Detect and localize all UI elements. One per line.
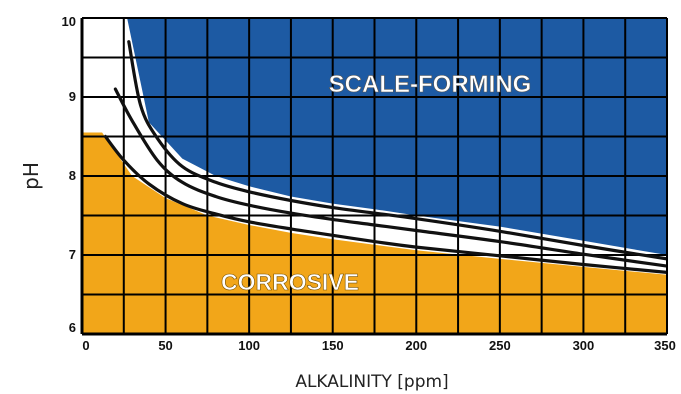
curve-line-1 xyxy=(127,40,667,261)
x-tick-label: 150 xyxy=(322,338,344,353)
x-tick-label: 200 xyxy=(405,338,427,353)
y-tick-label: 7 xyxy=(69,247,76,262)
x-tick-label: 250 xyxy=(489,338,511,353)
curve-line-2 xyxy=(113,87,667,268)
region-label-corrosive: CORROSIVE xyxy=(221,269,359,295)
y-axis-label: pH xyxy=(19,162,43,190)
x-axis-label: ALKALINITY [ppm] xyxy=(295,372,448,392)
x-tick-label: 0 xyxy=(82,338,89,353)
y-tick-label: 6 xyxy=(69,320,76,335)
region-corrosive xyxy=(82,132,667,334)
curve-line-3 xyxy=(103,134,667,274)
y-tick-label: 8 xyxy=(69,168,76,183)
x-tick-label: 100 xyxy=(238,338,260,353)
x-tick-label: 300 xyxy=(573,338,595,353)
region-label-scale-forming: SCALE-FORMING xyxy=(329,71,532,98)
x-tick-label: 350 xyxy=(654,338,676,353)
y-tick-label: 9 xyxy=(69,89,76,104)
x-tick-label: 50 xyxy=(158,338,172,353)
y-tick-label: 10 xyxy=(62,14,76,29)
